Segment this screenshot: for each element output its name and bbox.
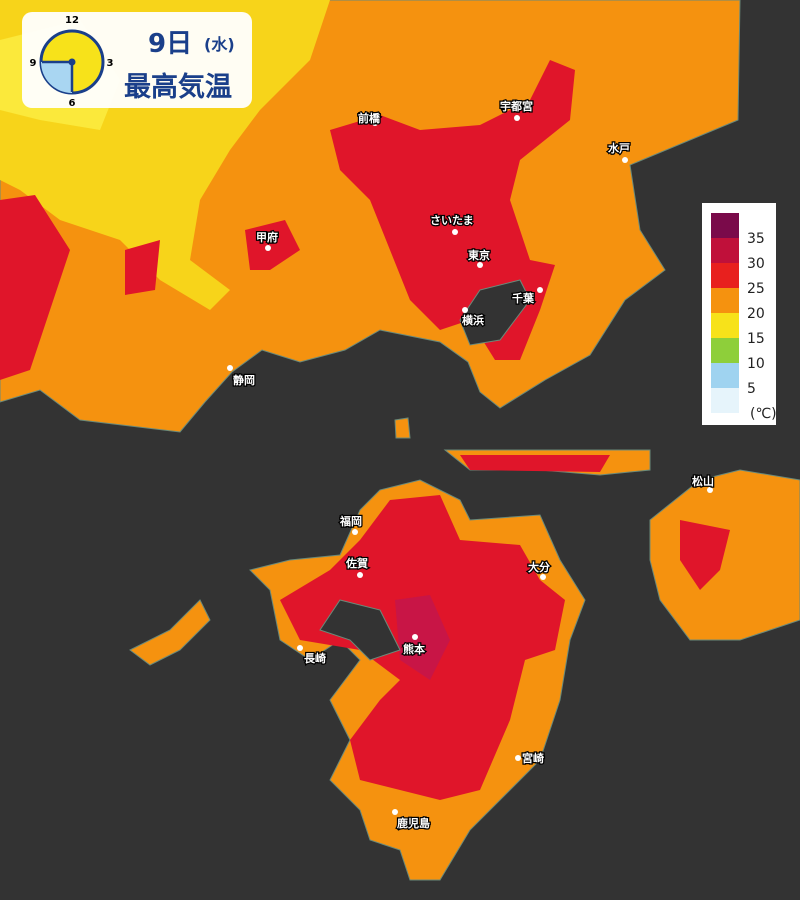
city-label: 宮崎 xyxy=(522,751,544,765)
city-label: 宇都宮 xyxy=(500,99,533,113)
city-label: 熊本 xyxy=(403,642,425,656)
city-labels: 前橋 宇都宮 水戸 さいたま 甲府 東京 千葉 横浜 静岡 福岡 佐賀 大分 松… xyxy=(232,98,716,832)
legend-label: 10 xyxy=(747,356,765,372)
city-label: 前橋 xyxy=(358,111,381,125)
city-label: 佐賀 xyxy=(345,556,368,570)
clock-label: 3 xyxy=(107,58,114,69)
clock-label: 12 xyxy=(65,15,79,26)
city-label: さいたま xyxy=(430,214,474,227)
legend-label: 20 xyxy=(747,306,765,322)
city-label: 千葉 xyxy=(512,291,535,305)
kyushu-map xyxy=(129,449,800,881)
city-label: 大分 xyxy=(528,560,550,574)
city-label: 横浜 xyxy=(462,313,484,327)
city-label: 甲府 xyxy=(256,230,278,244)
clock-label: 6 xyxy=(69,98,76,109)
legend-label: 5 xyxy=(747,381,756,397)
legend-label: 15 xyxy=(747,331,765,347)
city-label: 松山 xyxy=(692,474,714,488)
city-label: 福岡 xyxy=(339,514,362,528)
city-label: 東京 xyxy=(468,248,490,262)
legend-unit: (℃) xyxy=(750,406,777,422)
city-label: 水戸 xyxy=(608,141,630,155)
city-label: 鹿児島 xyxy=(397,816,430,830)
city-label: 静岡 xyxy=(233,373,255,387)
date: 9日 xyxy=(148,29,192,59)
city-label: 長崎 xyxy=(304,651,326,665)
clock-label: 9 xyxy=(30,58,37,69)
legend-label: 35 xyxy=(747,231,765,247)
city-dots xyxy=(227,115,713,815)
header: 12 3 6 9 9日 (水) 最高気温 xyxy=(22,12,252,109)
title: 最高気温 xyxy=(124,71,232,103)
weekday: (水) xyxy=(204,35,235,54)
legend-label: 25 xyxy=(747,281,765,297)
legend-label: 30 xyxy=(747,256,765,272)
legend: 35 30 25 20 15 10 5 (℃) xyxy=(702,203,777,425)
